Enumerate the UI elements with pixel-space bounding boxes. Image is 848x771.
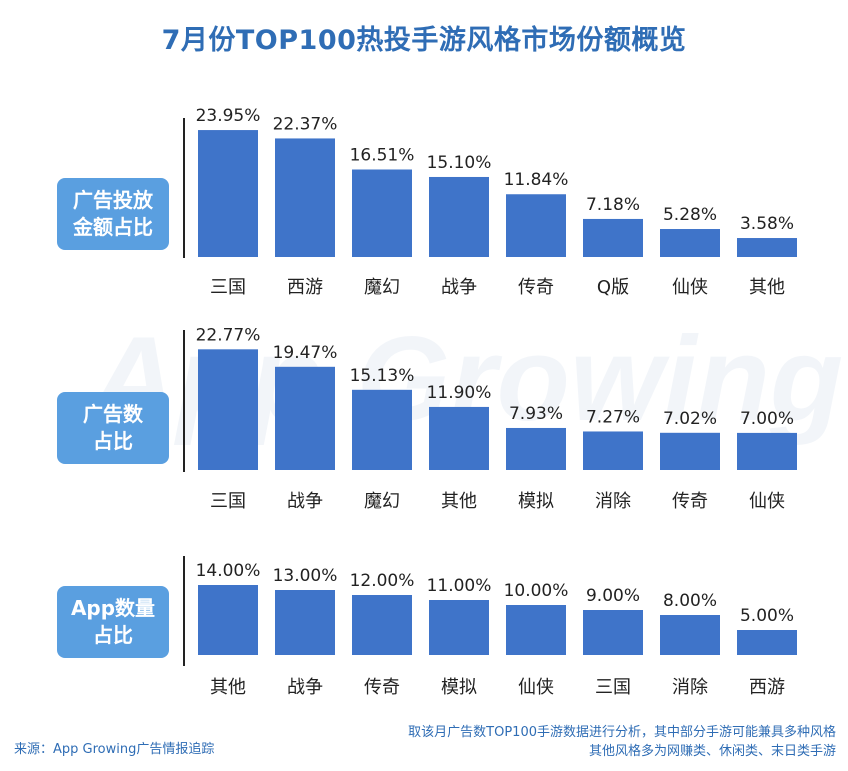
bar	[506, 427, 566, 470]
value-label: 22.77%	[196, 325, 261, 345]
value-label: 8.00%	[663, 591, 717, 611]
value-label: 5.28%	[663, 205, 717, 225]
value-label: 7.18%	[586, 195, 640, 215]
bar	[198, 585, 258, 655]
analysis-note: 取该月广告数TOP100手游数据进行分析，其中部分手游可能兼具多种风格	[408, 725, 836, 740]
bar	[583, 218, 643, 257]
category-label: 模拟	[518, 491, 554, 512]
panel-axis-line	[183, 118, 185, 258]
panel-label-line: 占比	[93, 623, 133, 647]
value-label: 16.51%	[350, 145, 415, 165]
value-label: 9.00%	[586, 586, 640, 606]
bar	[275, 138, 335, 257]
value-label: 13.00%	[273, 566, 338, 586]
bar	[198, 349, 258, 470]
bar	[506, 194, 566, 257]
category-label: 战争	[441, 277, 477, 298]
value-label: 15.13%	[350, 366, 415, 386]
value-label: 7.02%	[663, 409, 717, 429]
value-label: 5.00%	[740, 606, 794, 626]
bar	[583, 610, 643, 655]
value-label: 3.58%	[740, 214, 794, 234]
bar	[660, 432, 720, 470]
bar	[352, 595, 412, 655]
category-label: 三国	[210, 277, 246, 298]
bar	[275, 366, 335, 470]
value-label: 15.10%	[427, 153, 492, 173]
panel-label-line: 金额占比	[73, 215, 153, 239]
category-label: 战争	[287, 491, 323, 512]
panel-label-line: App数量	[70, 596, 156, 620]
bar	[506, 605, 566, 655]
panel-label-line: 广告数	[83, 402, 143, 426]
source-note: 来源：App Growing广告情报追踪	[14, 742, 215, 757]
bar	[429, 176, 489, 257]
panel-label-app-count: App数量 占比	[57, 586, 169, 658]
value-label: 10.00%	[504, 581, 569, 601]
chart-title: 7月份TOP100热投手游风格市场份额概览	[161, 25, 687, 56]
bar	[429, 600, 489, 655]
category-label: 三国	[595, 677, 631, 698]
value-label: 11.90%	[427, 383, 492, 403]
category-label: 仙侠	[518, 677, 554, 698]
bar	[352, 169, 412, 257]
value-label: 12.00%	[350, 571, 415, 591]
category-label: 其他	[210, 677, 246, 698]
bar	[583, 431, 643, 470]
value-label: 11.84%	[504, 170, 569, 190]
category-label: 消除	[595, 491, 631, 512]
panel-axis-line	[183, 330, 185, 472]
value-label: 14.00%	[196, 561, 261, 581]
bar	[737, 238, 797, 257]
bar	[429, 406, 489, 470]
category-label: 传奇	[518, 277, 554, 298]
value-label: 7.00%	[740, 409, 794, 429]
category-label: 其他	[749, 277, 785, 298]
category-label: 传奇	[364, 677, 400, 698]
value-label: 11.00%	[427, 576, 492, 596]
category-label: 魔幻	[364, 277, 400, 298]
value-label: 23.95%	[196, 106, 261, 126]
bar	[198, 130, 258, 257]
category-label: 仙侠	[672, 277, 708, 298]
category-label: 消除	[672, 677, 708, 698]
category-label: 战争	[287, 677, 323, 698]
panel-axis-line	[183, 556, 185, 666]
category-label: 西游	[287, 277, 323, 298]
bar	[660, 229, 720, 257]
panel-label-ad-spend: 广告投放 金额占比	[57, 178, 169, 250]
category-label: Q版	[597, 277, 629, 298]
bar	[737, 630, 797, 655]
category-label: 仙侠	[749, 491, 785, 512]
panel-label-line: 占比	[93, 429, 133, 453]
category-label: 西游	[749, 677, 785, 698]
panel-label-line: 广告投放	[73, 188, 153, 212]
style-note: 其他风格多为网赚类、休闲类、末日类手游	[588, 744, 836, 759]
bar	[352, 389, 412, 470]
panel-label-ad-count: 广告数 占比	[57, 392, 169, 464]
value-label: 7.93%	[509, 404, 563, 424]
category-label: 魔幻	[364, 491, 400, 512]
bar	[660, 615, 720, 655]
category-label: 其他	[441, 491, 477, 512]
category-label: 传奇	[672, 491, 708, 512]
value-label: 7.27%	[586, 407, 640, 427]
bar	[275, 590, 335, 655]
bar	[737, 432, 797, 470]
category-label: 三国	[210, 491, 246, 512]
value-label: 19.47%	[273, 343, 338, 363]
category-label: 模拟	[441, 677, 477, 698]
value-label: 22.37%	[273, 114, 338, 134]
